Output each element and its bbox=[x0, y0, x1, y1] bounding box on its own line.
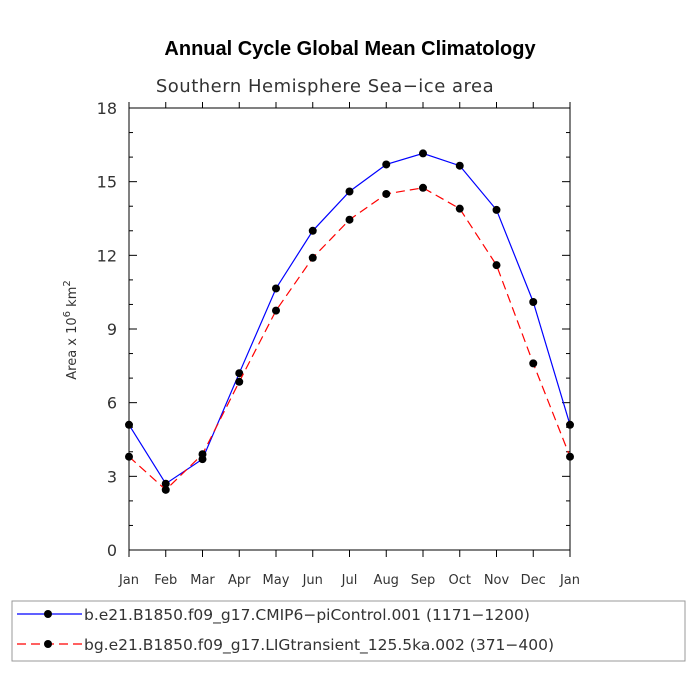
legend-label-1: b.e21.B1850.f09_g17.CMIP6−piControl.001 … bbox=[84, 606, 530, 625]
legend: b.e21.B1850.f09_g17.CMIP6−piControl.001 … bbox=[17, 606, 554, 655]
series-layer bbox=[125, 149, 574, 494]
legend-label-2: bg.e21.B1850.f09_g17.LIGtransient_125.5k… bbox=[84, 636, 554, 655]
legend-marker-1 bbox=[44, 610, 52, 618]
x-tick-label: Sep bbox=[411, 573, 436, 588]
x-tick-label: Dec bbox=[521, 573, 546, 588]
x-tick-label: Aug bbox=[374, 573, 399, 588]
x-tick-label: Nov bbox=[484, 573, 510, 588]
y-tick-label: 0 bbox=[107, 541, 117, 560]
plot-frame bbox=[128, 107, 571, 551]
x-tick-label: Jan bbox=[559, 573, 580, 588]
y-tick-label: 15 bbox=[97, 173, 117, 192]
data-point-series-2 bbox=[198, 450, 207, 459]
series-line-2 bbox=[128, 187, 571, 491]
data-point-series-1 bbox=[161, 479, 170, 488]
tick-layer: 0 3 6 9 12 15 18 Jan Feb Mar Apr May Jun Jul Aug Sep Oct… bbox=[97, 99, 580, 588]
x-tick-label: Feb bbox=[154, 573, 177, 588]
x-tick-label: Jun bbox=[302, 573, 323, 588]
legend-box bbox=[11, 600, 686, 662]
data-point-series-2 bbox=[529, 359, 538, 368]
data-point-series-2 bbox=[235, 377, 244, 386]
chart-title: Annual Cycle Global Mean Climatology bbox=[164, 38, 536, 60]
data-point-series-2 bbox=[161, 485, 170, 494]
data-point-series-2 bbox=[308, 253, 317, 262]
data-point-series-1 bbox=[529, 297, 538, 306]
y-tick-label: 12 bbox=[97, 246, 117, 265]
data-point-series-2 bbox=[272, 306, 280, 315]
data-point-series-2 bbox=[382, 189, 391, 198]
y-tick-label: 3 bbox=[107, 467, 117, 486]
data-point-series-2 bbox=[345, 215, 354, 224]
x-tick-label: Jan bbox=[118, 573, 139, 588]
data-point-series-1 bbox=[272, 284, 280, 293]
chart-subtitle: Southern Hemisphere Sea−ice area bbox=[156, 76, 494, 97]
y-tick-label: 6 bbox=[107, 394, 117, 413]
x-tick-label: Jul bbox=[341, 573, 358, 588]
data-point-series-2 bbox=[419, 183, 427, 192]
data-point-series-1 bbox=[492, 205, 501, 214]
x-tick-label: Oct bbox=[449, 573, 471, 588]
x-tick-label: May bbox=[263, 573, 290, 588]
data-point-series-2 bbox=[492, 261, 501, 270]
x-tick-label: Mar bbox=[190, 573, 215, 588]
y-axis-label: Area x 106 km2 bbox=[62, 280, 80, 380]
data-point-series-1 bbox=[235, 369, 244, 378]
data-point-series-1 bbox=[345, 187, 354, 196]
data-point-series-1 bbox=[382, 160, 391, 169]
y-tick-label: 18 bbox=[97, 99, 117, 118]
y-tick-label: 9 bbox=[107, 320, 117, 339]
x-tick-label: Apr bbox=[228, 573, 251, 588]
data-point-series-2 bbox=[455, 204, 464, 213]
legend-marker-2 bbox=[44, 640, 52, 648]
data-point-series-1 bbox=[419, 149, 427, 158]
data-point-series-1 bbox=[455, 161, 464, 170]
data-point-series-1 bbox=[308, 226, 317, 235]
series-line-1 bbox=[128, 152, 571, 485]
